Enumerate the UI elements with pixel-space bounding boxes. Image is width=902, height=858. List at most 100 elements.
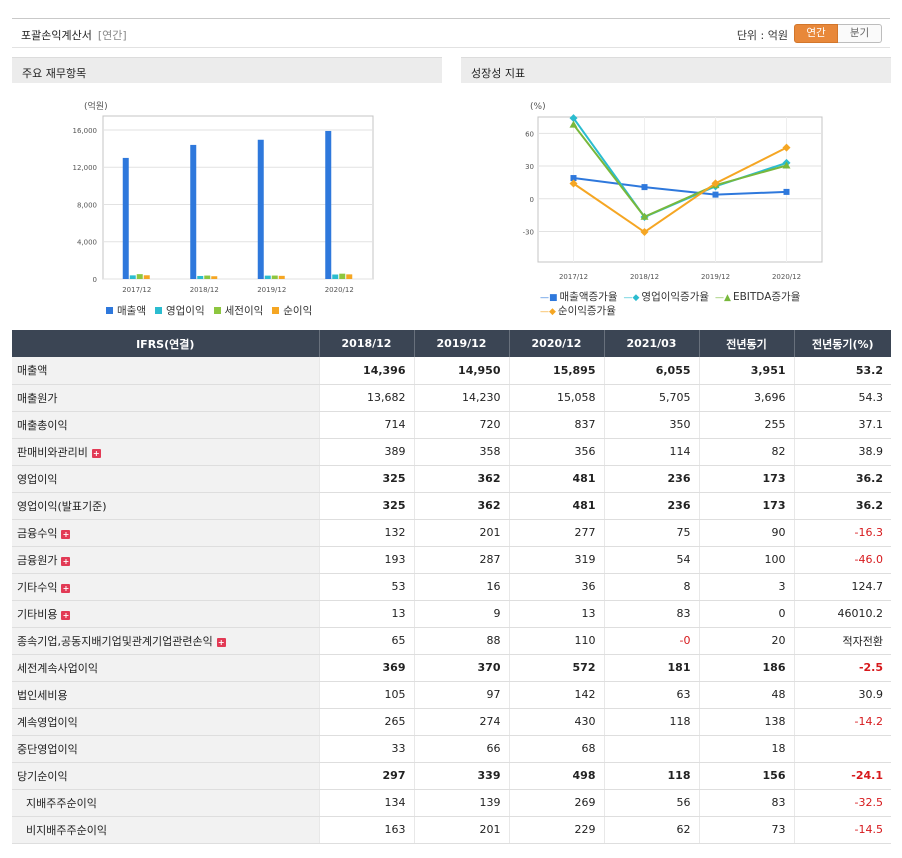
bar-chart-legend: 매출액 영업이익 세전이익 순이익 — [106, 303, 321, 318]
expand-plus-icon[interactable]: + — [61, 583, 71, 593]
table-cell: 114 — [603, 438, 699, 466]
table-cell: 16 — [413, 573, 509, 601]
legend-swatch — [272, 307, 280, 314]
table-cell: 38.9 — [793, 438, 891, 466]
header-col: 전년동기 — [698, 330, 794, 357]
y-axis-label: (억원) — [84, 100, 108, 112]
table-row: 종속기업,공동지배기업및관계기업관련손익 +65 88 110 -0 20 적자전환 — [12, 627, 891, 655]
legend-item[interactable]: —◆ 영업이익증가율 — [623, 291, 709, 305]
table-cell: 54.3 — [793, 384, 891, 412]
table-cell: 14,230 — [413, 384, 509, 412]
table-row: 비지배주주순이익 163 201 229 62 73 -14.5 — [12, 816, 891, 844]
legend-item[interactable]: 영업이익 — [154, 303, 205, 318]
data-point — [640, 212, 649, 220]
table-cell: -16.3 — [793, 519, 891, 547]
statement-title: 포괄손익계산서 [연간] — [21, 27, 127, 43]
legend-item[interactable]: 매출액 — [106, 303, 146, 318]
row-label-text: 중단영업이익 — [17, 742, 78, 756]
row-label-text: 영업이익 — [17, 472, 58, 486]
legend-item[interactable]: —▲ EBITDA증가율 — [715, 291, 800, 305]
bar — [190, 144, 197, 279]
table-cell: 82 — [698, 438, 794, 466]
row-label: 매출원가 — [12, 384, 319, 412]
row-label: 금융원가 + — [12, 546, 319, 574]
x-tick-label: 2017/12 — [559, 273, 588, 281]
data-point — [569, 179, 578, 188]
row-label-text: 금융원가 — [17, 553, 58, 567]
table-row: 매출액 14,396 14,950 15,895 6,055 3,951 53.2 — [12, 357, 891, 385]
table-cell: -14.5 — [793, 816, 891, 844]
table-cell: 56 — [603, 789, 699, 817]
table-cell: 3,951 — [698, 357, 794, 385]
table-cell: 3 — [698, 573, 794, 601]
table-cell: 63 — [603, 681, 699, 709]
row-label-text: 영업이익(발표기준) — [17, 499, 107, 513]
table-row: 매출원가 13,682 14,230 15,058 5,705 3,696 54.3 — [12, 384, 891, 412]
table-cell: 46010.2 — [793, 600, 891, 628]
expand-plus-icon[interactable]: + — [61, 556, 71, 566]
legend-marker-icon: —◆ — [623, 293, 640, 303]
data-point — [782, 143, 791, 152]
legend-marker-icon: —■ — [540, 293, 558, 303]
table-cell: 362 — [413, 492, 509, 520]
table-cell: 36.2 — [793, 465, 891, 493]
row-label: 비지배주주순이익 — [12, 816, 319, 844]
bar — [257, 139, 264, 279]
y-tick-label: 4,000 — [77, 239, 97, 247]
data-point — [569, 114, 578, 123]
legend-item[interactable]: —■ 매출액증가율 — [540, 291, 617, 305]
period-toggle: 연간 분기 — [794, 24, 882, 43]
table-cell: -46.0 — [793, 546, 891, 574]
table-cell: 173 — [698, 465, 794, 493]
table-cell: 498 — [508, 762, 604, 790]
expand-plus-icon[interactable]: + — [91, 448, 101, 458]
growth-panel-header: 성장성 지표 — [461, 57, 891, 83]
bar — [197, 275, 204, 279]
bar — [129, 275, 136, 279]
bar — [332, 274, 339, 279]
statement-header: 포괄손익계산서 [연간] 단위 : 억원 연간 분기 — [12, 18, 890, 48]
table-row: 금융수익 +132 201 277 75 90 -16.3 — [12, 519, 891, 547]
growth-title: 성장성 지표 — [471, 67, 526, 80]
legend-item[interactable]: —◆ 순이익증가율 — [540, 305, 616, 319]
data-point — [640, 228, 649, 237]
quarterly-toggle-button[interactable]: 분기 — [838, 24, 882, 43]
row-label-text: 세전계속사업이익 — [17, 661, 98, 675]
legend-label: 순이익증가율 — [557, 305, 616, 317]
table-cell: 138 — [698, 708, 794, 736]
legend-swatch — [106, 307, 113, 314]
data-point — [569, 120, 578, 128]
key-items-bar-chart: 0 4,000 8,000 12,000 16,000 (억원) 2017/12 2018/1… — [73, 100, 374, 294]
bar — [346, 274, 353, 279]
table-row: 당기순이익 297 339 498 118 156 -24.1 — [12, 762, 891, 790]
table-cell: 358 — [413, 438, 509, 466]
table-cell: 236 — [603, 492, 699, 520]
title-text: 포괄손익계산서 — [21, 29, 92, 42]
table-cell: 142 — [508, 681, 604, 709]
annual-toggle-button[interactable]: 연간 — [794, 24, 838, 43]
table-cell: 255 — [698, 411, 794, 439]
table-cell: 201 — [413, 816, 509, 844]
expand-plus-icon[interactable]: + — [61, 610, 71, 620]
data-point — [783, 188, 790, 195]
table-cell: 229 — [508, 816, 604, 844]
table-cell: 53 — [318, 573, 414, 601]
bar — [271, 275, 278, 279]
expand-plus-icon[interactable]: + — [216, 637, 226, 647]
table-cell: 110 — [508, 627, 604, 655]
legend-swatch — [213, 307, 221, 314]
table-cell: 14,950 — [413, 357, 509, 385]
row-label: 법인세비용 — [12, 681, 319, 709]
legend-item[interactable]: 세전이익 — [213, 303, 263, 318]
table-row: 영업이익(발표기준) 325 362 481 236 173 36.2 — [12, 492, 891, 520]
table-cell — [603, 735, 699, 763]
legend-label: 매출액 — [117, 305, 146, 317]
table-cell: 134 — [318, 789, 414, 817]
table-cell: 18 — [698, 735, 794, 763]
table-cell: 65 — [318, 627, 414, 655]
legend-item[interactable]: 순이익 — [272, 303, 312, 318]
expand-plus-icon[interactable]: + — [61, 529, 71, 539]
table-cell: 370 — [413, 654, 509, 682]
bar — [204, 275, 211, 279]
bar — [122, 157, 129, 279]
